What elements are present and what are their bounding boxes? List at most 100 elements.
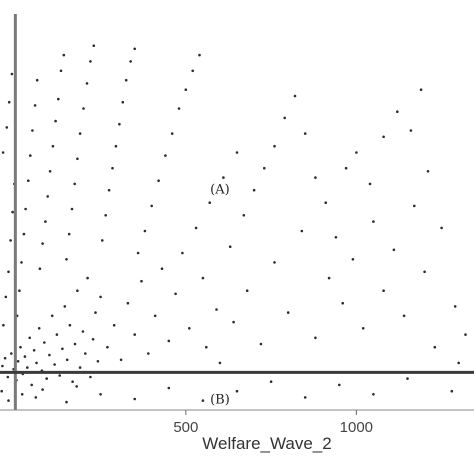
scatter-point (20, 261, 23, 264)
scatter-point (341, 301, 345, 305)
scatter-point (85, 82, 89, 85)
scatter-point (86, 276, 89, 280)
scatter-point (150, 204, 153, 208)
scatter-point (208, 201, 211, 204)
scatter-point (372, 220, 375, 223)
scatter-point (147, 352, 150, 355)
scatter-point (92, 44, 96, 47)
scatter-point (71, 380, 74, 384)
scatter-point (62, 53, 66, 57)
scatter-point (413, 204, 416, 208)
scatter-point (99, 393, 102, 396)
scatter-point (303, 132, 307, 135)
scatter-point (382, 289, 385, 293)
scatter-point (205, 345, 208, 349)
x-tick-label: 500 (173, 419, 198, 436)
scatter-point (334, 236, 338, 239)
scatter-point (344, 166, 348, 170)
scatter-point (1, 364, 4, 368)
region-label: (A) (210, 182, 230, 197)
scatter-point (464, 333, 467, 336)
scatter-point (51, 144, 55, 148)
scatter-point (433, 345, 437, 349)
scatter-point (46, 195, 49, 198)
scatter-point (50, 314, 54, 318)
scatter-point (121, 100, 125, 104)
scatter-point (118, 122, 121, 126)
scatter-point (184, 88, 188, 91)
scatter-point (45, 377, 48, 380)
scatter-point (5, 126, 9, 129)
scatter-point (273, 261, 276, 264)
scatter-point (10, 352, 13, 355)
scatter-point (91, 338, 95, 341)
scatter-point (84, 352, 87, 355)
scatter-point (114, 144, 118, 148)
scatter-point (177, 107, 181, 110)
scatter-point (259, 342, 263, 346)
scatter-point (67, 232, 71, 236)
scatter-point (76, 289, 79, 293)
scatter-point (35, 361, 38, 365)
scatter-points (0, 44, 467, 404)
scatter-point (73, 342, 77, 346)
scatter-point (406, 377, 409, 380)
scatter-point (65, 258, 68, 261)
scatter-point (324, 201, 328, 204)
scatter-point (73, 182, 76, 186)
scatter-point (201, 399, 205, 402)
scatter-point (81, 330, 85, 333)
scatter-point (160, 267, 164, 271)
scatter-point (7, 100, 11, 104)
scatter-point (402, 314, 406, 318)
scatter-point (314, 336, 317, 340)
scatter-point (426, 170, 430, 173)
scatter-point (7, 399, 10, 402)
scatter-point (119, 358, 123, 362)
region-annotations: (A) (B) (210, 182, 230, 407)
scatter-point (215, 308, 218, 311)
scatter-point (23, 355, 27, 358)
scatter-point (75, 385, 78, 388)
scatter-point (153, 314, 157, 318)
scatter-point (167, 386, 171, 390)
scatter-point (28, 336, 32, 340)
scatter-point (382, 135, 385, 139)
scatter-point (409, 129, 413, 132)
scatter-point (164, 154, 167, 157)
scatter-point (252, 188, 256, 192)
scatter-point (3, 356, 7, 360)
region-label: (B) (210, 393, 230, 408)
scatter-point (58, 374, 61, 377)
scatter-point (53, 363, 56, 366)
x-axis-ticks: 500 1000 (0, 409, 474, 436)
scatter-point (31, 129, 34, 132)
scatter-point (44, 220, 47, 223)
scatter-point (440, 226, 443, 230)
scatter-point (38, 267, 42, 271)
scatter-point (6, 375, 10, 379)
scatter-point (222, 176, 225, 179)
scatter-point (129, 60, 132, 63)
x-tick-label: 1000 (340, 419, 373, 436)
scatter-point (99, 295, 102, 299)
scatter-point (457, 361, 461, 365)
scatter-point (2, 323, 5, 327)
scatter-point (133, 333, 136, 336)
scatter-point (133, 47, 136, 51)
scatter-point (338, 383, 341, 387)
scatter-point (303, 396, 307, 399)
scatter-point (104, 214, 107, 217)
scatter-point (392, 248, 396, 252)
scatter-point (228, 245, 232, 248)
scatter-point (43, 341, 46, 344)
scatter-point (10, 72, 14, 76)
scatter-point (126, 301, 130, 305)
scatter-point (41, 388, 44, 391)
scatter-point (283, 116, 287, 120)
scatter-point (396, 110, 399, 113)
scatter-point (245, 289, 249, 293)
scatter-point (423, 270, 426, 274)
scatter-point (16, 360, 20, 363)
